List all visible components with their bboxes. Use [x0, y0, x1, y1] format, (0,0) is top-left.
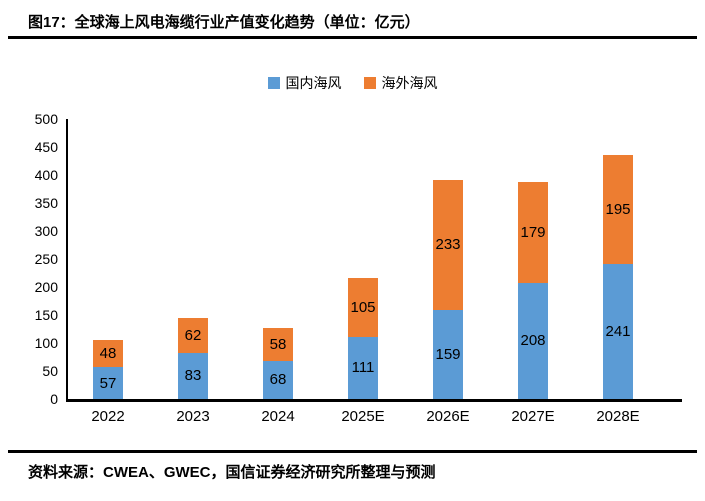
x-axis-label: 2025E [341, 408, 385, 425]
y-axis-tick-label: 500 [34, 111, 58, 127]
legend-swatch-icon [363, 77, 376, 89]
bar-segment: 241 [603, 264, 633, 399]
bar-value-label: 111 [351, 359, 375, 377]
bar-segment: 233 [433, 179, 463, 310]
source-note: 资料来源：CWEA、GWEC，国信证券经济研究所整理与预测 [28, 464, 436, 481]
y-axis-tick-label: 300 [34, 223, 58, 239]
x-axis-label: 2028E [596, 408, 640, 425]
y-axis-tick-label: 450 [34, 139, 58, 155]
legend-label: 国内海风 [285, 75, 342, 91]
bar-value-label: 195 [605, 200, 631, 218]
bar-segment: 179 [518, 182, 548, 283]
title-divider [8, 36, 697, 39]
bar-segment: 208 [518, 282, 548, 399]
bar-segment: 57 [93, 367, 123, 399]
x-axis-label: 2024 [261, 408, 295, 425]
bar-segment: 58 [263, 328, 293, 361]
y-axis-tick-label: 250 [34, 251, 58, 267]
bar-value-label: 58 [269, 336, 287, 354]
bar-value-label: 68 [269, 371, 287, 389]
y-axis-tick-label: 350 [34, 195, 58, 211]
bar-value-label: 241 [605, 323, 631, 341]
legend-item: 海外海风 [363, 73, 438, 93]
x-axis-label: 2027E [511, 408, 555, 425]
bar-value-label: 208 [520, 332, 546, 350]
footer-divider [8, 450, 697, 453]
legend-label: 海外海风 [381, 75, 438, 91]
bar-value-label: 233 [435, 236, 461, 254]
legend-swatch-icon [267, 77, 280, 89]
y-axis-tick-label: 400 [34, 167, 58, 183]
bar-value-label: 159 [435, 345, 461, 363]
chart-legend: 国内海风 海外海风 [0, 73, 705, 93]
bar-segment: 83 [178, 352, 208, 399]
y-axis-tick-label: 100 [34, 335, 58, 351]
y-axis-tick-label: 50 [42, 363, 58, 379]
bar-segment: 62 [178, 317, 208, 353]
bar-segment: 68 [263, 360, 293, 399]
bar-segment: 105 [348, 278, 378, 337]
bar-value-label: 83 [184, 367, 202, 385]
bar-value-label: 57 [99, 374, 117, 392]
bar-segment: 48 [93, 340, 123, 368]
chart-plot-area: 57 48 83 62 68 58 111 105 159 233 208 179 241 195 [66, 119, 682, 402]
x-axis-label: 2023 [176, 408, 210, 425]
bar-segment: 111 [348, 336, 378, 399]
y-axis-tick-label: 0 [50, 391, 58, 407]
bar-value-label: 48 [99, 345, 117, 363]
y-axis-tick-label: 200 [34, 279, 58, 295]
bar-value-label: 179 [520, 223, 546, 241]
bar-segment: 159 [433, 309, 463, 399]
bar-segment: 195 [603, 154, 633, 265]
bar-value-label: 105 [350, 298, 376, 316]
figure-title: 图17：全球海上风电海缆行业产值变化趋势（单位：亿元） [28, 14, 420, 31]
legend-item: 国内海风 [267, 73, 342, 93]
x-axis-label: 2026E [426, 408, 470, 425]
x-axis-label: 2022 [91, 408, 125, 425]
y-axis-tick-label: 150 [34, 307, 58, 323]
bar-value-label: 62 [184, 326, 202, 344]
